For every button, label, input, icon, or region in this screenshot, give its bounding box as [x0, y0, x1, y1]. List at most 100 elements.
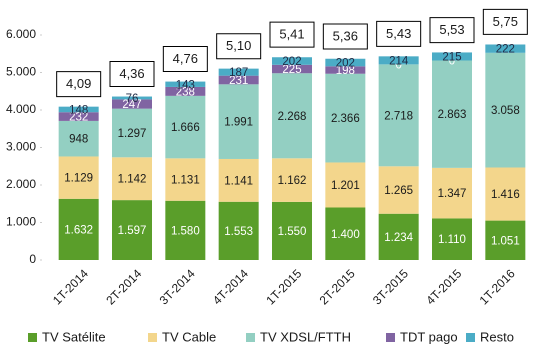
value-label: 0	[449, 56, 455, 68]
bar-segment	[58, 156, 99, 199]
bar-segment	[485, 167, 526, 221]
bar-segment	[272, 64, 312, 74]
bar-segment	[432, 218, 472, 260]
value-label: 1.129	[64, 173, 93, 185]
legend-label: Resto	[480, 329, 514, 344]
value-label: 215	[442, 52, 461, 64]
value-label: 143	[176, 79, 195, 91]
value-label: 1.110	[438, 234, 466, 246]
bar-segment	[165, 86, 206, 96]
bar-segment	[272, 73, 312, 159]
total-box	[162, 46, 208, 72]
value-label: 225	[282, 64, 301, 76]
bar-segment	[112, 96, 152, 100]
value-label: 1.201	[331, 180, 360, 192]
total-box	[429, 17, 475, 44]
legend-swatch	[246, 333, 255, 342]
x-tick-label: 1T-2014	[50, 266, 91, 307]
bar-segment	[218, 201, 259, 260]
x-tick-label: 3T-2015	[370, 266, 411, 307]
bar-segment	[325, 58, 366, 67]
legend-label: TV Cable	[162, 329, 216, 344]
y-tick-label: 6.000	[6, 27, 36, 41]
bar-segment	[378, 56, 419, 65]
x-tick-label: 4T-2014	[210, 266, 251, 307]
bar-segment	[112, 200, 152, 260]
value-label: 231	[229, 75, 248, 87]
value-label: 76	[126, 93, 139, 105]
legend-swatch	[386, 333, 395, 342]
bar-segment	[272, 158, 312, 202]
total-label: 5,75	[493, 14, 518, 29]
x-tick-label: 1T-2015	[263, 266, 304, 307]
value-label: 1.347	[438, 188, 467, 200]
y-tick-label: 5.000	[6, 65, 36, 79]
value-label: 187	[229, 67, 248, 79]
value-label: 232	[69, 112, 88, 124]
total-label: 4,09	[66, 76, 91, 91]
bar-segment	[325, 73, 366, 163]
value-label: 1.632	[64, 224, 93, 236]
value-label: 1.580	[171, 225, 200, 237]
value-label: 1.553	[224, 226, 253, 238]
value-label: 2.366	[331, 113, 360, 125]
value-label: 1.142	[118, 174, 147, 186]
total-label: 5,53	[439, 22, 464, 37]
value-label: 148	[69, 104, 88, 116]
value-label: 247	[122, 99, 141, 111]
value-label: 2.718	[384, 110, 413, 122]
value-label: 2.863	[438, 109, 467, 121]
total-box	[269, 21, 315, 48]
legend-swatch	[466, 333, 475, 342]
bar-segment	[272, 57, 312, 65]
total-box	[109, 61, 155, 87]
value-label: 1.141	[224, 175, 253, 187]
total-label: 5,10	[226, 38, 251, 53]
bar-segment	[58, 112, 99, 121]
value-label: 1.051	[491, 235, 520, 247]
value-label: 1.297	[118, 128, 147, 140]
y-tick-label: 1.000	[6, 215, 36, 229]
value-label: 1.162	[278, 175, 307, 187]
x-tick-label: 1T-2016	[477, 266, 518, 307]
total-box	[376, 20, 422, 47]
value-label: 222	[496, 44, 515, 56]
y-tick-label: 0	[29, 252, 36, 266]
legend-label: TDT pago	[400, 329, 458, 344]
total-box	[482, 8, 528, 35]
value-label: 1.991	[224, 117, 253, 129]
bar-segment	[378, 213, 419, 260]
bar-segment	[218, 158, 259, 202]
legend-swatch	[148, 333, 157, 342]
bar-segment	[325, 207, 366, 260]
total-label: 5,43	[386, 26, 411, 41]
value-label: 1.131	[171, 175, 200, 187]
value-label: 198	[336, 65, 355, 77]
bar-segment	[485, 52, 526, 168]
bar-segment	[112, 157, 152, 201]
x-tick-label: 2T-2015	[317, 266, 358, 307]
y-tick-label: 3.000	[6, 140, 36, 154]
total-box	[216, 33, 262, 60]
value-label: 238	[176, 86, 195, 98]
bar-segment	[432, 52, 472, 61]
value-label: 0	[395, 59, 401, 71]
bar-segment	[485, 220, 526, 260]
total-box	[322, 23, 368, 50]
total-label: 5,36	[333, 28, 358, 43]
value-label: 948	[69, 134, 88, 146]
bar-segment	[165, 200, 206, 260]
bar-segment	[432, 167, 472, 219]
bar-segment	[58, 120, 99, 157]
bar-segment	[378, 64, 419, 167]
value-label: 1.416	[491, 189, 520, 201]
value-label: 2.268	[278, 111, 307, 123]
total-label: 4,76	[173, 51, 198, 66]
value-label: 1.666	[171, 122, 200, 134]
bar-segment	[112, 108, 152, 158]
value-label: 1.265	[384, 185, 413, 197]
bar-segment	[58, 106, 99, 113]
legend-label: TV Satélite	[42, 329, 106, 344]
total-label: 5,41	[279, 27, 304, 42]
